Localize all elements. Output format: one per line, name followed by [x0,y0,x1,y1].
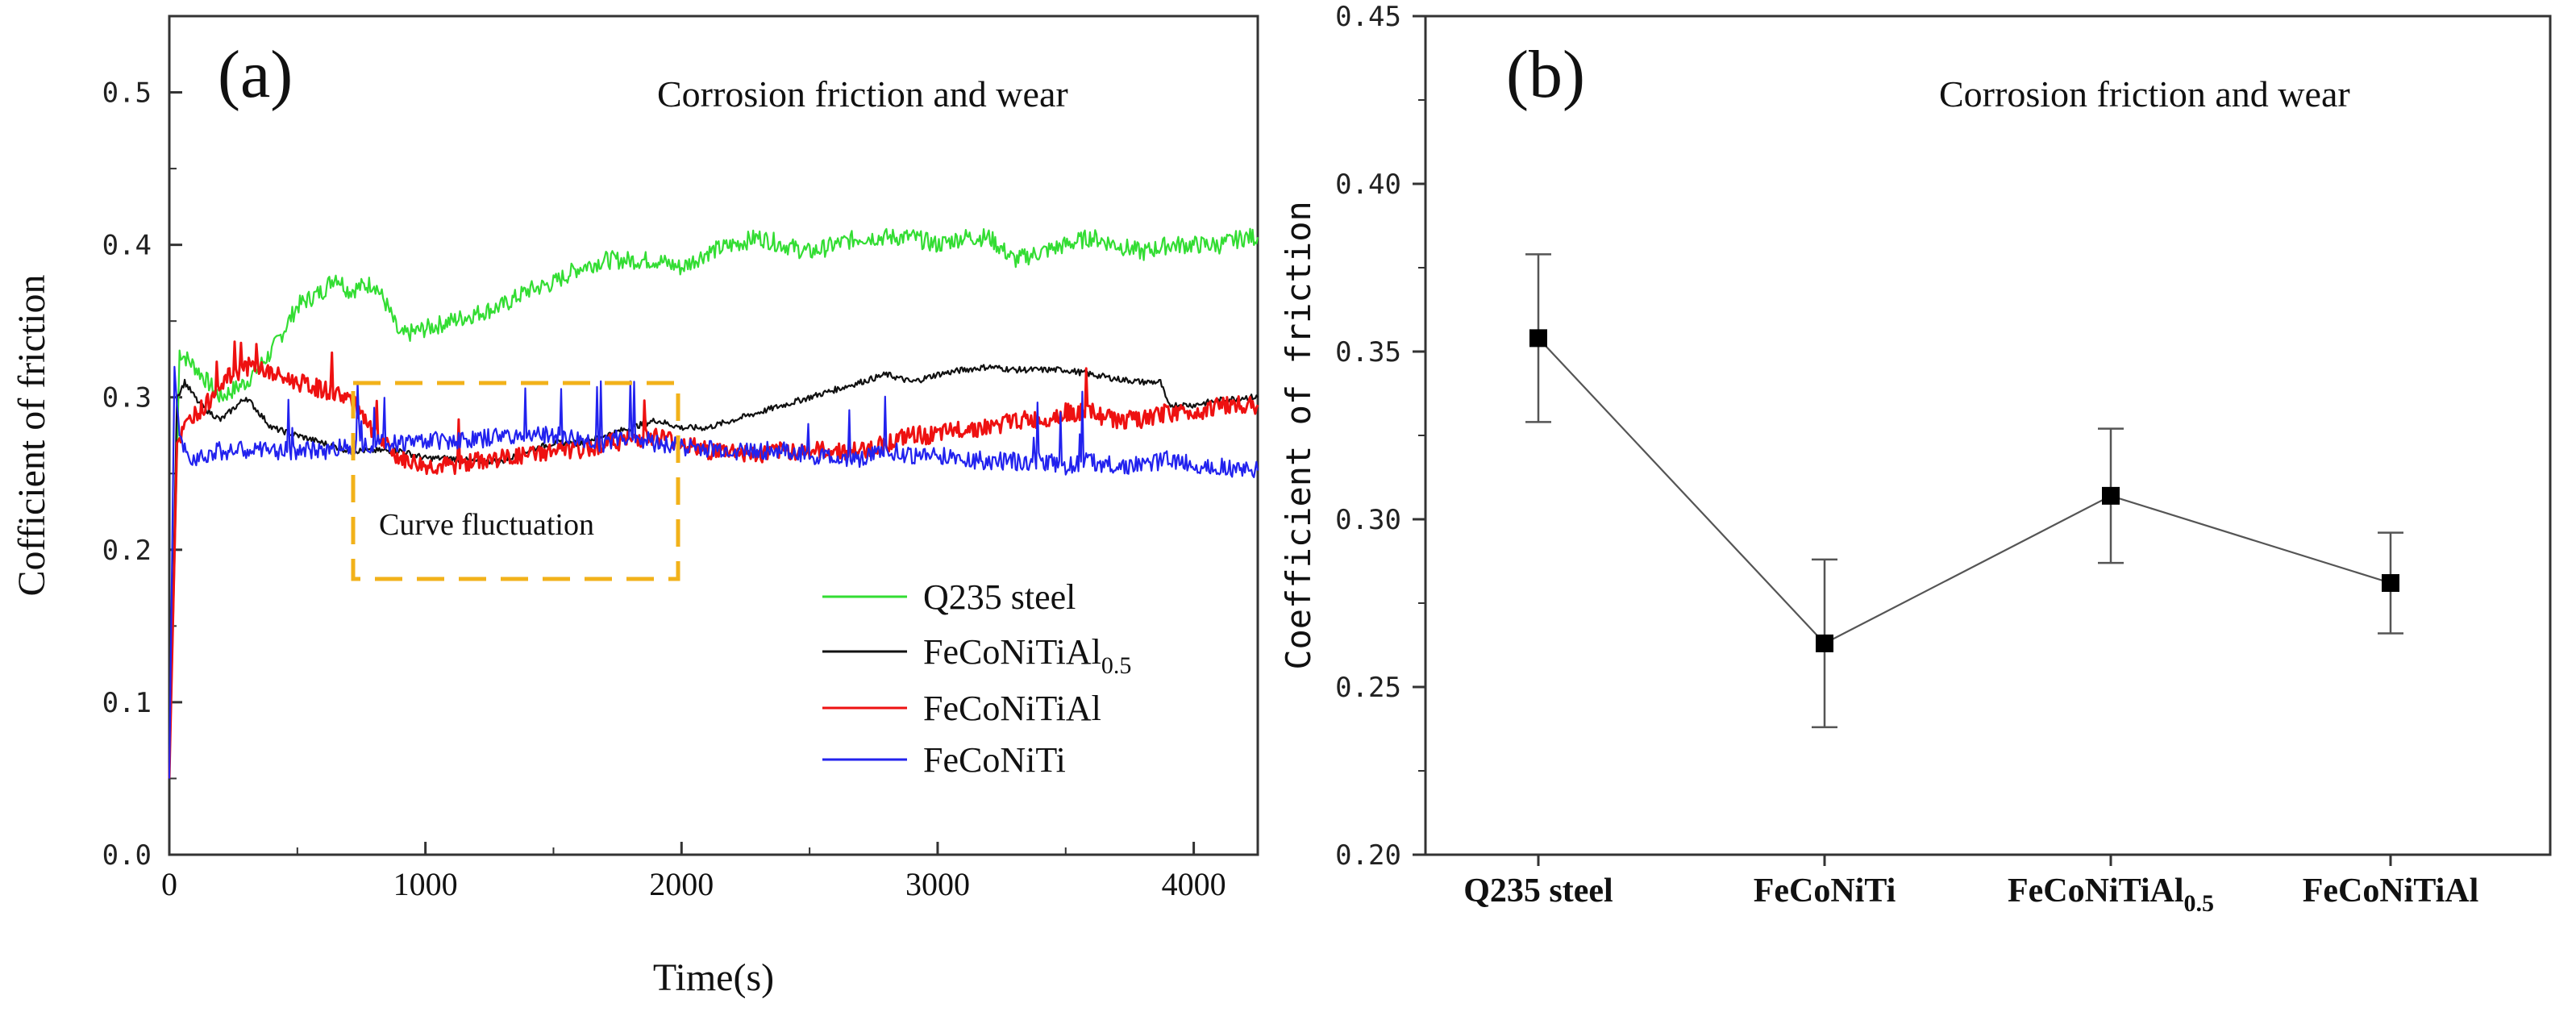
legend-label-feconiti: FeCoNiTi [923,740,1066,780]
a-ytick-label: 0.1 [102,687,152,719]
a-xtick-label: 3000 [905,866,970,902]
a-ytick-label: 0.3 [102,382,152,414]
panel-a-series [168,227,1259,779]
series-line-2 [168,340,1259,779]
panel-a: 0.0 0.1 0.2 0.3 0.4 0.5 0 1000 2000 3000 4000 Cur… [10,15,1259,999]
b-category-label: FeCoNiTi [1754,872,1896,910]
b-category-label: FeCoNiTiAl [2303,872,2479,910]
b-point [2102,486,2120,505]
legend-label-q235: Q235 steel [923,577,1076,617]
legend-label-feconitial05-main: FeCoNiTiAl [923,632,1101,672]
panel-a-annotation: Corrosion friction and wear [657,73,1068,114]
a-xtick-label: 4000 [1162,866,1226,902]
b-category-label: FeCoNiTiAl0.5 [2008,872,2214,917]
b-point [1816,634,1833,652]
panel-a-x-axis: 0 1000 2000 3000 4000 [161,842,1226,902]
panel-b: 0.20 0.25 0.30 0.35 0.40 0.45 Q235 steel FeCoN… [1279,1,2552,917]
b-connect-line [1538,337,2391,645]
a-xtick-label: 1000 [393,866,458,902]
panel-b-y-axis: 0.20 0.25 0.30 0.35 0.40 0.45 [1335,1,1425,872]
a-xtick-label: 0 [161,866,177,902]
b-category-label: Q235 steel [1463,872,1613,910]
b-ytick-label: 0.25 [1335,672,1401,704]
curve-fluctuation-label: Curve fluctuation [379,508,594,542]
b-ytick-label: 0.35 [1335,336,1401,368]
legend-label-feconitial05-sub: 0.5 [1101,652,1132,679]
b-point [1529,329,1547,348]
b-ytick-label: 0.20 [1335,839,1401,872]
b-ytick-label: 0.30 [1335,504,1401,536]
b-ytick-label: 0.45 [1335,1,1401,33]
a-ytick-label: 0.0 [102,839,152,872]
panel-a-ylabel: Cofficient of friction [10,275,53,597]
panel-b-label: (b) [1506,37,1585,112]
a-ytick-label: 0.2 [102,535,152,567]
a-xtick-label: 2000 [649,866,714,902]
b-point [2382,574,2399,593]
panel-b-frame [1424,15,2552,856]
legend-label-feconitial: FeCoNiTiAl [923,689,1101,728]
panel-b-annotation: Corrosion friction and wear [1939,73,2350,114]
panel-b-ylabel: Coefficient of friction [1279,201,1318,670]
panel-b-series [1525,253,2403,729]
series-line-0 [168,227,1259,779]
panel-b-categories: Q235 steel FeCoNiTi FeCoNiTiAl0.5 FeCoNiTiA… [1463,855,2478,917]
panel-a-frame [168,15,1259,856]
a-ytick-label: 0.4 [102,230,152,262]
panel-a-label: (a) [218,37,293,112]
a-ytick-label: 0.5 [102,77,152,110]
series-line-3 [168,365,1259,779]
legend-label-feconitial05: FeCoNiTiAl0.5 [923,632,1131,679]
b-ytick-label: 0.40 [1335,169,1401,201]
curve-fluctuation-box [351,381,680,581]
panel-a-y-axis: 0.0 0.1 0.2 0.3 0.4 0.5 [102,15,182,872]
panel-a-legend: Q235 steel FeCoNiTiAl0.5 FeCoNiTiAl FeCo… [822,577,1131,780]
panel-a-xlabel: Time(s) [653,956,774,999]
